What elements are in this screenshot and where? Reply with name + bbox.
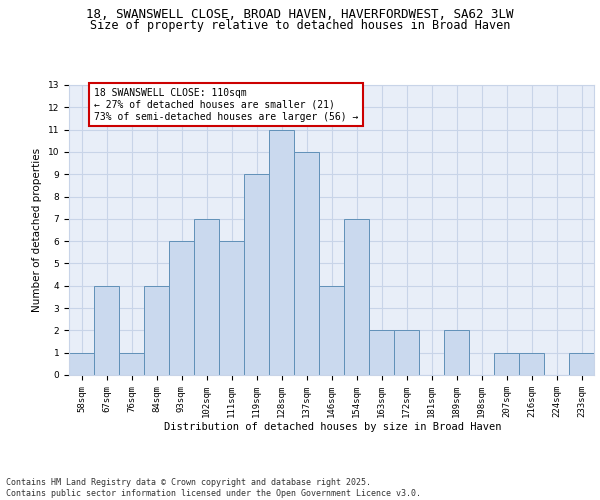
Bar xyxy=(194,219,219,375)
Text: Contains HM Land Registry data © Crown copyright and database right 2025.
Contai: Contains HM Land Registry data © Crown c… xyxy=(6,478,421,498)
Bar xyxy=(444,330,469,375)
Bar xyxy=(519,352,544,375)
Y-axis label: Number of detached properties: Number of detached properties xyxy=(32,148,42,312)
Bar xyxy=(119,352,144,375)
Text: 18 SWANSWELL CLOSE: 110sqm
← 27% of detached houses are smaller (21)
73% of semi: 18 SWANSWELL CLOSE: 110sqm ← 27% of deta… xyxy=(94,88,358,122)
Bar xyxy=(569,352,594,375)
Bar xyxy=(369,330,394,375)
Bar xyxy=(244,174,269,375)
Text: 18, SWANSWELL CLOSE, BROAD HAVEN, HAVERFORDWEST, SA62 3LW: 18, SWANSWELL CLOSE, BROAD HAVEN, HAVERF… xyxy=(86,8,514,20)
Bar xyxy=(169,241,194,375)
Bar xyxy=(344,219,369,375)
Bar xyxy=(294,152,319,375)
Bar xyxy=(144,286,169,375)
Bar xyxy=(269,130,294,375)
Bar xyxy=(319,286,344,375)
Bar xyxy=(394,330,419,375)
Bar xyxy=(219,241,244,375)
Bar xyxy=(69,352,94,375)
Text: Distribution of detached houses by size in Broad Haven: Distribution of detached houses by size … xyxy=(164,422,502,432)
Bar xyxy=(494,352,519,375)
Bar xyxy=(94,286,119,375)
Text: Size of property relative to detached houses in Broad Haven: Size of property relative to detached ho… xyxy=(90,18,510,32)
